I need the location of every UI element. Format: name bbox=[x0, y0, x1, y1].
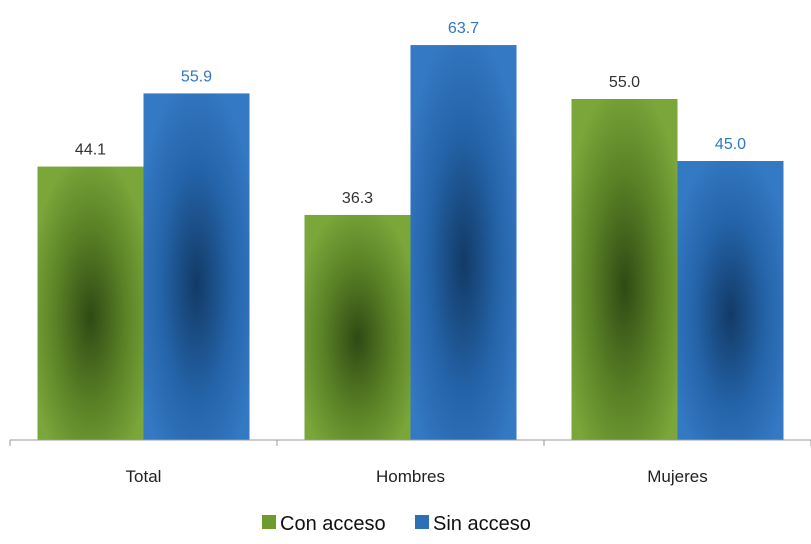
x-tick-label-total: Total bbox=[126, 467, 162, 486]
bar-sin-acceso-total bbox=[143, 93, 250, 441]
bars-layer bbox=[37, 45, 784, 441]
legend-label-con-acceso: Con acceso bbox=[280, 513, 386, 535]
legend-item-con-acceso: Con acceso bbox=[262, 513, 386, 535]
data-label-con-acceso-total: 44.1 bbox=[75, 142, 106, 159]
x-tick-label-mujeres: Mujeres bbox=[647, 467, 707, 486]
bar-con-acceso-mujeres bbox=[571, 99, 678, 440]
legend: Con acceso Sin acceso bbox=[262, 513, 531, 535]
legend-swatch-sin-acceso bbox=[415, 515, 429, 529]
legend-item-sin-acceso: Sin acceso bbox=[415, 513, 531, 535]
legend-swatch-con-acceso bbox=[262, 515, 276, 529]
legend-label-sin-acceso: Sin acceso bbox=[433, 513, 531, 535]
bar-sin-acceso-hombres bbox=[410, 45, 517, 441]
x-tick-label-hombres: Hombres bbox=[376, 467, 445, 486]
bar-con-acceso-hombres bbox=[304, 214, 411, 440]
data-label-sin-acceso-hombres: 63.7 bbox=[448, 20, 479, 37]
bar-sin-acceso-mujeres bbox=[677, 161, 784, 440]
data-label-sin-acceso-mujeres: 45.0 bbox=[715, 136, 746, 153]
x-axis: Total Hombres Mujeres bbox=[9, 439, 811, 486]
data-label-con-acceso-mujeres: 55.0 bbox=[609, 74, 640, 91]
data-label-sin-acceso-total: 55.9 bbox=[181, 68, 212, 85]
data-labels-layer: 44.1 55.9 36.3 63.7 55.0 45.0 bbox=[75, 20, 746, 207]
bar-con-acceso-total bbox=[37, 166, 144, 440]
data-label-con-acceso-hombres: 36.3 bbox=[342, 190, 373, 207]
